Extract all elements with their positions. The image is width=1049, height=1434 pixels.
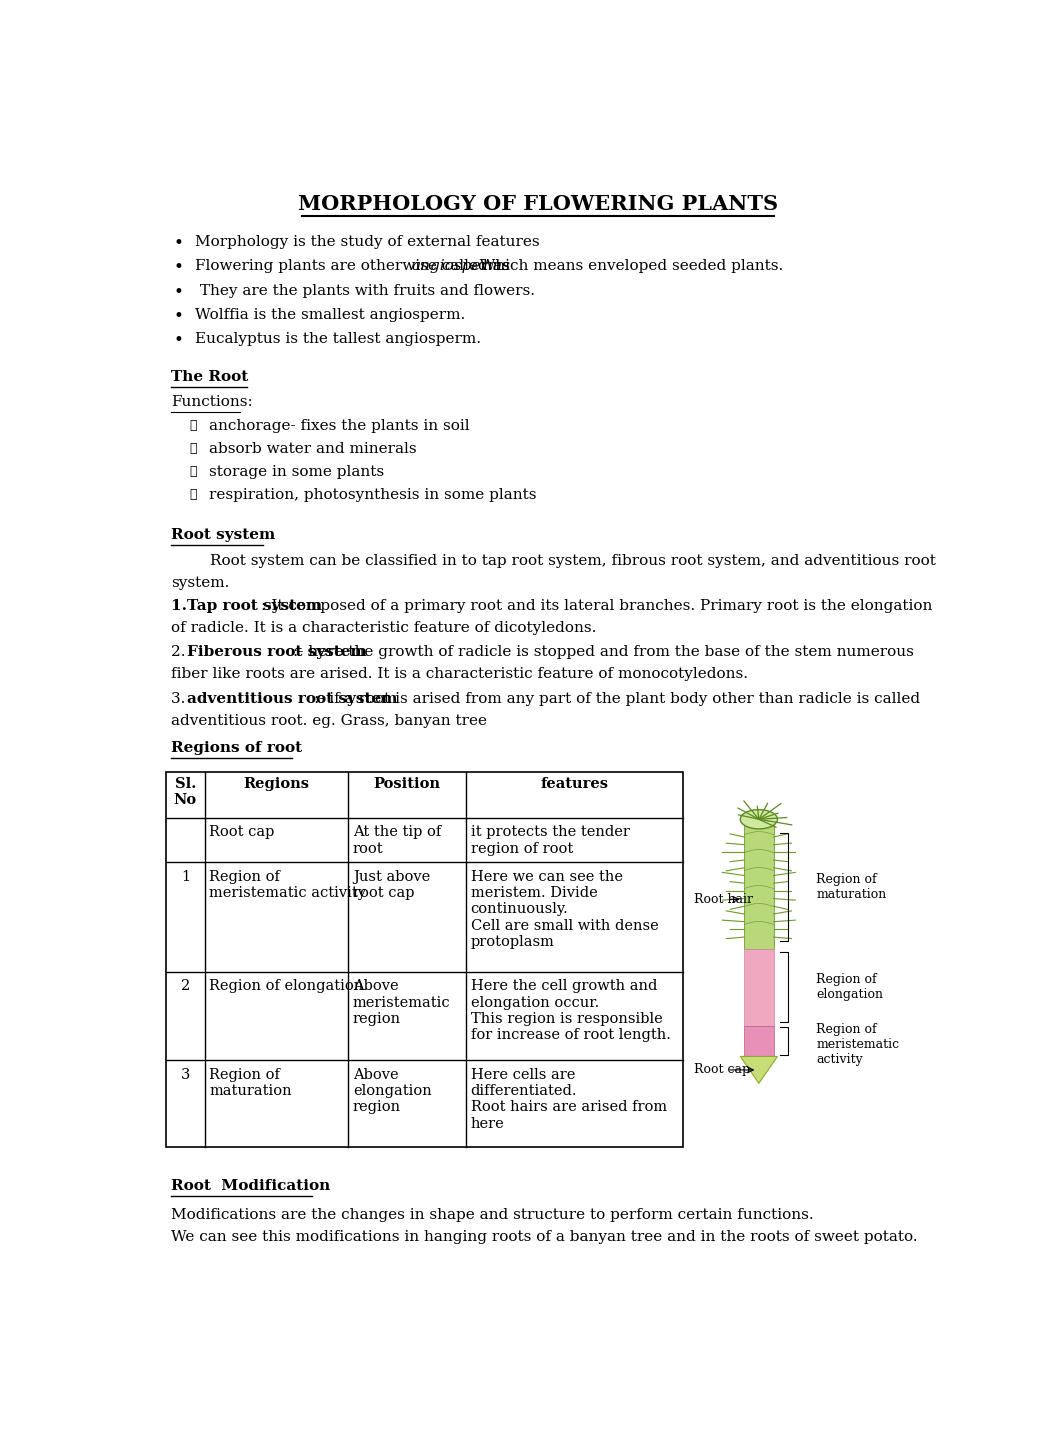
Text: adventitious root. eg. Grass, banyan tree: adventitious root. eg. Grass, banyan tre…	[171, 714, 488, 728]
Text: Position: Position	[373, 777, 441, 792]
Text: Wolffia is the smallest angiosperm.: Wolffia is the smallest angiosperm.	[195, 308, 465, 323]
Text: Root  Modification: Root Modification	[171, 1179, 330, 1193]
Text: At the tip of
root: At the tip of root	[352, 826, 441, 856]
Text: Functions:: Functions:	[171, 394, 253, 409]
Text: Just above
root cap: Just above root cap	[352, 870, 430, 901]
Text: system.: system.	[171, 575, 230, 589]
Text: . Which means enveloped seeded plants.: . Which means enveloped seeded plants.	[470, 260, 783, 274]
Text: •: •	[174, 284, 184, 301]
Text: :- here the growth of radicle is stopped and from the base of the stem numerous: :- here the growth of radicle is stopped…	[293, 645, 914, 660]
Text: Root cap: Root cap	[693, 1064, 750, 1077]
Text: Region of
elongation: Region of elongation	[816, 974, 883, 1001]
Text: Fiberous root system: Fiberous root system	[188, 645, 367, 660]
Text: Morphology is the study of external features: Morphology is the study of external feat…	[195, 235, 539, 250]
Text: storage in some plants: storage in some plants	[209, 465, 384, 479]
Text: Region of
maturation: Region of maturation	[210, 1068, 292, 1098]
Text: Region of elongation: Region of elongation	[210, 979, 364, 994]
Text: angiosperms: angiosperms	[411, 260, 511, 274]
Text: We can see this modifications in hanging roots of a banyan tree and in the roots: We can see this modifications in hanging…	[171, 1230, 918, 1245]
Text: Above
elongation
region: Above elongation region	[352, 1068, 431, 1114]
Text: •: •	[174, 235, 184, 252]
Text: 2.: 2.	[171, 645, 191, 660]
Text: it protects the tender
region of root: it protects the tender region of root	[471, 826, 629, 856]
Text: Here the cell growth and
elongation occur.
This region is responsible
for increa: Here the cell growth and elongation occu…	[471, 979, 670, 1043]
Text: ➤: ➤	[189, 442, 197, 455]
Text: They are the plants with fruits and flowers.: They are the plants with fruits and flow…	[195, 284, 535, 298]
Text: Modifications are the changes in shape and structure to perform certain function: Modifications are the changes in shape a…	[171, 1207, 814, 1222]
Text: 1: 1	[180, 870, 190, 885]
Text: fiber like roots are arised. It is a characteristic feature of monocotyledons.: fiber like roots are arised. It is a cha…	[171, 667, 748, 681]
Ellipse shape	[741, 810, 777, 829]
Text: Eucalyptus is the tallest angiosperm.: Eucalyptus is the tallest angiosperm.	[195, 333, 480, 346]
Text: respiration, photosynthesis in some plants: respiration, photosynthesis in some plan…	[209, 488, 536, 502]
Text: •: •	[174, 308, 184, 326]
Text: :-It composed of a primary root and its lateral branches. Primary root is the el: :-It composed of a primary root and its …	[261, 598, 933, 612]
Text: ➤: ➤	[189, 465, 197, 478]
Text: Here we can see the
meristem. Divide
continuously.
Cell are small with dense
pro: Here we can see the meristem. Divide con…	[471, 870, 659, 949]
Text: 2: 2	[180, 979, 190, 994]
Text: ➤: ➤	[189, 488, 197, 500]
Bar	[744, 826, 773, 949]
Text: •: •	[174, 260, 184, 277]
Text: MORPHOLOGY OF FLOWERING PLANTS: MORPHOLOGY OF FLOWERING PLANTS	[298, 195, 777, 215]
Bar	[744, 949, 773, 1025]
Text: Root cap: Root cap	[210, 826, 275, 839]
Text: Above
meristematic
region: Above meristematic region	[352, 979, 450, 1025]
Text: anchorage- fixes the plants in soil: anchorage- fixes the plants in soil	[209, 419, 469, 433]
Text: Region of
maturation: Region of maturation	[816, 873, 886, 901]
Text: Root system can be classified in to tap root system, fibrous root system, and ad: Root system can be classified in to tap …	[171, 554, 937, 568]
Polygon shape	[741, 1057, 777, 1083]
Text: ➤: ➤	[189, 419, 197, 432]
Text: 1.Tap root system: 1.Tap root system	[171, 598, 322, 612]
Text: •: •	[174, 333, 184, 350]
Text: :- if a root is arised from any part of the plant body other than radicle is cal: :- if a root is arised from any part of …	[314, 691, 920, 706]
Text: of radicle. It is a characteristic feature of dicotyledons.: of radicle. It is a characteristic featu…	[171, 621, 597, 635]
Text: absorb water and minerals: absorb water and minerals	[209, 442, 416, 456]
Text: Sl.
No: Sl. No	[174, 777, 197, 807]
Text: 3.: 3.	[171, 691, 191, 706]
Text: Regions: Regions	[243, 777, 309, 792]
Text: Root hair: Root hair	[693, 893, 753, 906]
Text: Region of
meristematic activity: Region of meristematic activity	[210, 870, 366, 901]
Text: features: features	[540, 777, 608, 792]
Bar	[744, 1025, 773, 1057]
Text: Region of
meristematic
activity: Region of meristematic activity	[816, 1024, 899, 1067]
Text: Regions of root: Regions of root	[171, 741, 302, 754]
Text: Flowering plants are otherwise called as: Flowering plants are otherwise called as	[195, 260, 514, 274]
Text: adventitious root system: adventitious root system	[188, 691, 398, 706]
Text: The Root: The Root	[171, 370, 249, 384]
Text: Here cells are
differentiated.
Root hairs are arised from
here: Here cells are differentiated. Root hair…	[471, 1068, 667, 1130]
Text: Root system: Root system	[171, 528, 276, 542]
Bar	[166, 771, 683, 1147]
Text: 3: 3	[180, 1068, 190, 1083]
